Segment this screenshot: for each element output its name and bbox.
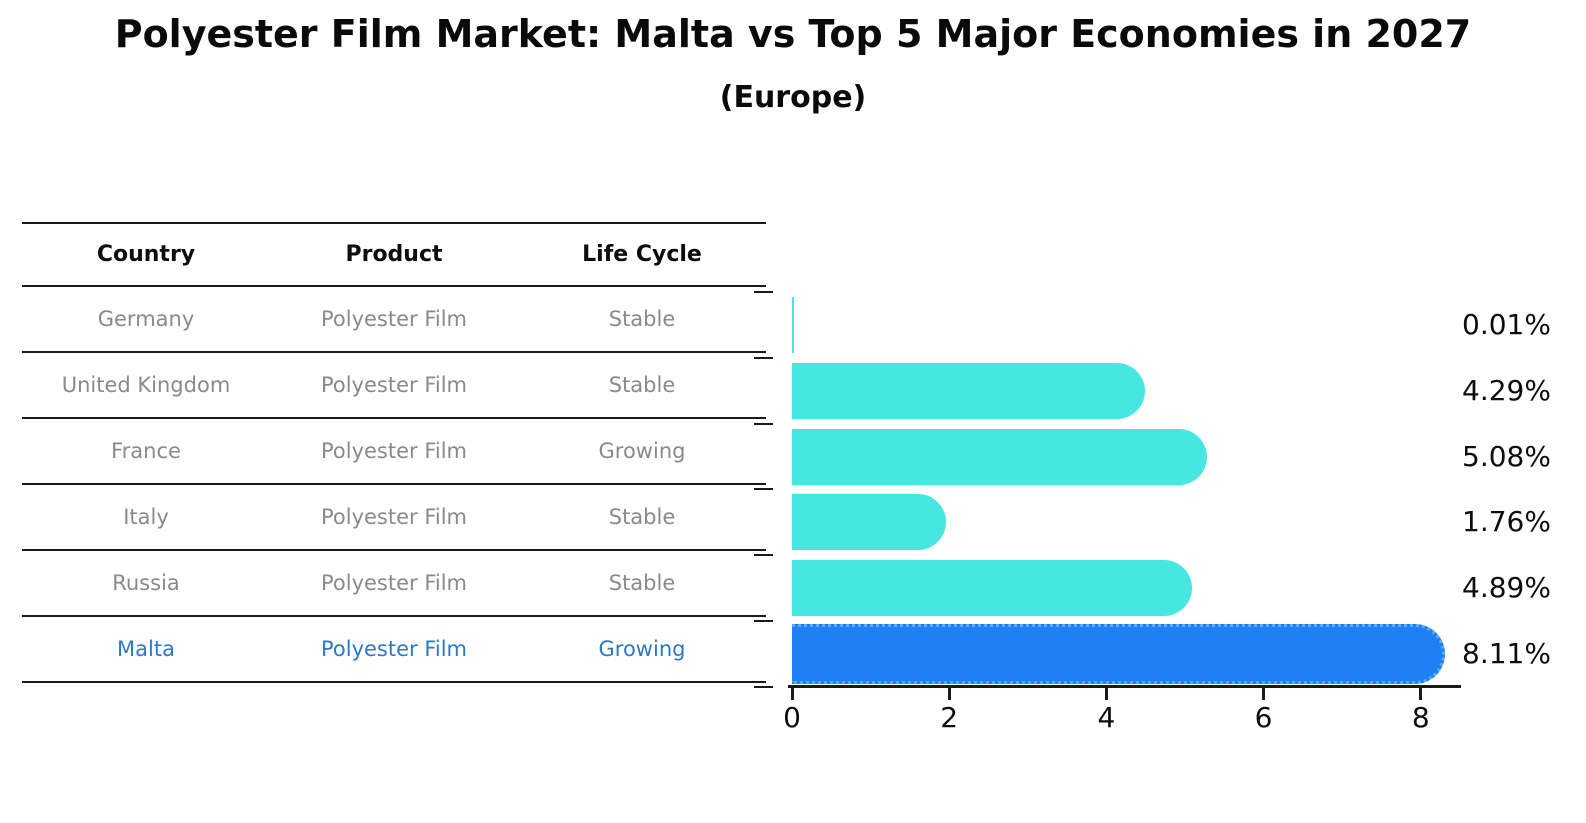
bar-united-kingdom xyxy=(792,362,1146,419)
table-row: United Kingdom Polyester Film Stable xyxy=(22,353,766,419)
table-cell-lifecycle: Growing xyxy=(598,439,686,463)
y-axis-tick xyxy=(754,554,773,557)
value-label: 1.76% xyxy=(1462,505,1551,539)
table-cell-product: Polyester Film xyxy=(320,307,468,331)
table-row: Germany Polyester Film Stable xyxy=(22,287,766,353)
table-cell-lifecycle: Growing xyxy=(598,637,686,661)
table-cell-country: Russia xyxy=(112,571,180,595)
table-cell-product: Polyester Film xyxy=(320,637,468,661)
x-axis xyxy=(788,685,1461,688)
table-cell-product: Polyester Film xyxy=(320,439,468,463)
table-header-lifecycle: Life Cycle xyxy=(582,242,702,267)
x-axis-tick xyxy=(790,688,794,700)
y-axis-tick xyxy=(754,291,773,293)
table-header-product: Product xyxy=(345,242,443,267)
table-header-country: Country xyxy=(96,242,196,267)
chart-title: Polyester Film Market: Malta vs Top 5 Ma… xyxy=(114,12,1472,56)
table-row: Italy Polyester Film Stable xyxy=(22,485,766,551)
y-axis-tick xyxy=(754,488,773,491)
chart-subtitle: (Europe) xyxy=(719,80,867,115)
bar-malta xyxy=(792,624,1446,685)
y-axis-tick xyxy=(754,685,773,688)
table-cell-lifecycle: Stable xyxy=(608,307,676,331)
table-cell-country: Italy xyxy=(123,505,169,529)
bar-italy xyxy=(792,494,947,551)
x-axis-tick-label: 0 xyxy=(783,701,801,734)
x-axis-tick xyxy=(1419,688,1423,700)
y-axis-tick xyxy=(754,620,773,623)
value-label: 8.11% xyxy=(1462,637,1551,671)
x-axis-tick-label: 4 xyxy=(1097,701,1116,734)
table-row: Russia Polyester Film Stable xyxy=(22,551,766,617)
table-cell-lifecycle: Stable xyxy=(608,505,676,529)
table-cell-product: Polyester Film xyxy=(320,571,468,595)
value-label: 5.08% xyxy=(1462,439,1551,473)
bar-france xyxy=(792,428,1208,485)
x-axis-tick xyxy=(1104,688,1108,700)
table-header-row: Country Product Life Cycle xyxy=(22,224,766,287)
table-row: France Polyester Film Growing xyxy=(22,419,766,485)
x-axis-tick-label: 6 xyxy=(1254,701,1273,734)
table-cell-lifecycle: Stable xyxy=(608,373,676,397)
value-label: 0.01% xyxy=(1462,307,1551,341)
x-axis-tick-label: 2 xyxy=(940,701,959,734)
table-cell-country: France xyxy=(111,439,181,463)
table-cell-product: Polyester Film xyxy=(320,505,468,529)
y-axis-tick xyxy=(754,422,773,425)
table-cell-product: Polyester Film xyxy=(320,373,468,397)
table-cell-country: Germany xyxy=(97,307,195,331)
value-label: 4.89% xyxy=(1462,571,1551,605)
table-row: Malta Polyester Film Growing xyxy=(22,617,766,683)
table-cell-country: Malta xyxy=(117,637,175,661)
table-cell-country: United Kingdom xyxy=(61,373,231,397)
x-axis-tick-label: 8 xyxy=(1411,701,1430,734)
summary-table: Country Product Life Cycle Germany Polye… xyxy=(22,222,766,683)
table-cell-lifecycle: Stable xyxy=(608,571,676,595)
x-axis-tick xyxy=(947,688,951,700)
value-label: 4.29% xyxy=(1462,373,1551,407)
y-axis-tick xyxy=(754,356,773,359)
bar-russia xyxy=(792,560,1193,617)
x-axis-tick xyxy=(1262,688,1266,700)
bar-germany xyxy=(792,296,794,353)
